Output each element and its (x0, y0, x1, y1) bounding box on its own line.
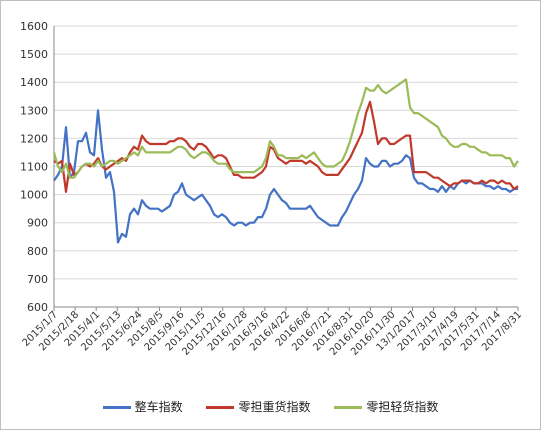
y-tick-label-7: 1300 (20, 104, 48, 117)
y-tick-label-5: 1100 (20, 161, 48, 174)
y-tick-label-8: 1400 (20, 76, 48, 89)
y-tick-label-9: 1500 (20, 48, 48, 61)
legend-item-2: 零担轻货指数 (334, 398, 438, 415)
legend-label-0: 整车指数 (134, 400, 183, 414)
series-line-1 (53, 100, 519, 193)
legend-swatch-0 (102, 406, 131, 409)
legend-swatch-1 (206, 406, 235, 409)
legend-label-2: 零担轻货指数 (366, 400, 439, 414)
series-line-0 (53, 109, 518, 244)
y-tick-label-6: 1200 (20, 132, 48, 145)
legend-item-1: 零担重货指数 (206, 398, 311, 415)
grid-lines (54, 25, 518, 308)
legend: 整车指数 零担重货指数 零担轻货指数 (1, 398, 540, 415)
y-tick-label-3: 900 (27, 217, 48, 230)
y-tick-label-1: 700 (27, 273, 48, 286)
y-tick-label-4: 1000 (20, 189, 48, 202)
line-chart: 600 700 800 900 1000 1100 1200 1300 1400 1500 1600… (20, 20, 524, 358)
legend-swatch-2 (334, 406, 363, 409)
x-axis: 2015/1/72015/2/182015/4/12015/5/132015/6… (21, 306, 524, 358)
series-lines (52, 78, 519, 244)
series-line-2 (52, 78, 519, 179)
y-axis: 600 700 800 900 1000 1100 1200 1300 1400 1500 1600 (20, 20, 55, 314)
legend-item-0: 整车指数 (102, 398, 183, 415)
y-tick-label-0: 600 (27, 301, 48, 314)
legend-label-1: 零担重货指数 (238, 400, 311, 414)
y-tick-label-10: 1600 (20, 20, 48, 33)
y-tick-label-2: 800 (27, 245, 48, 258)
